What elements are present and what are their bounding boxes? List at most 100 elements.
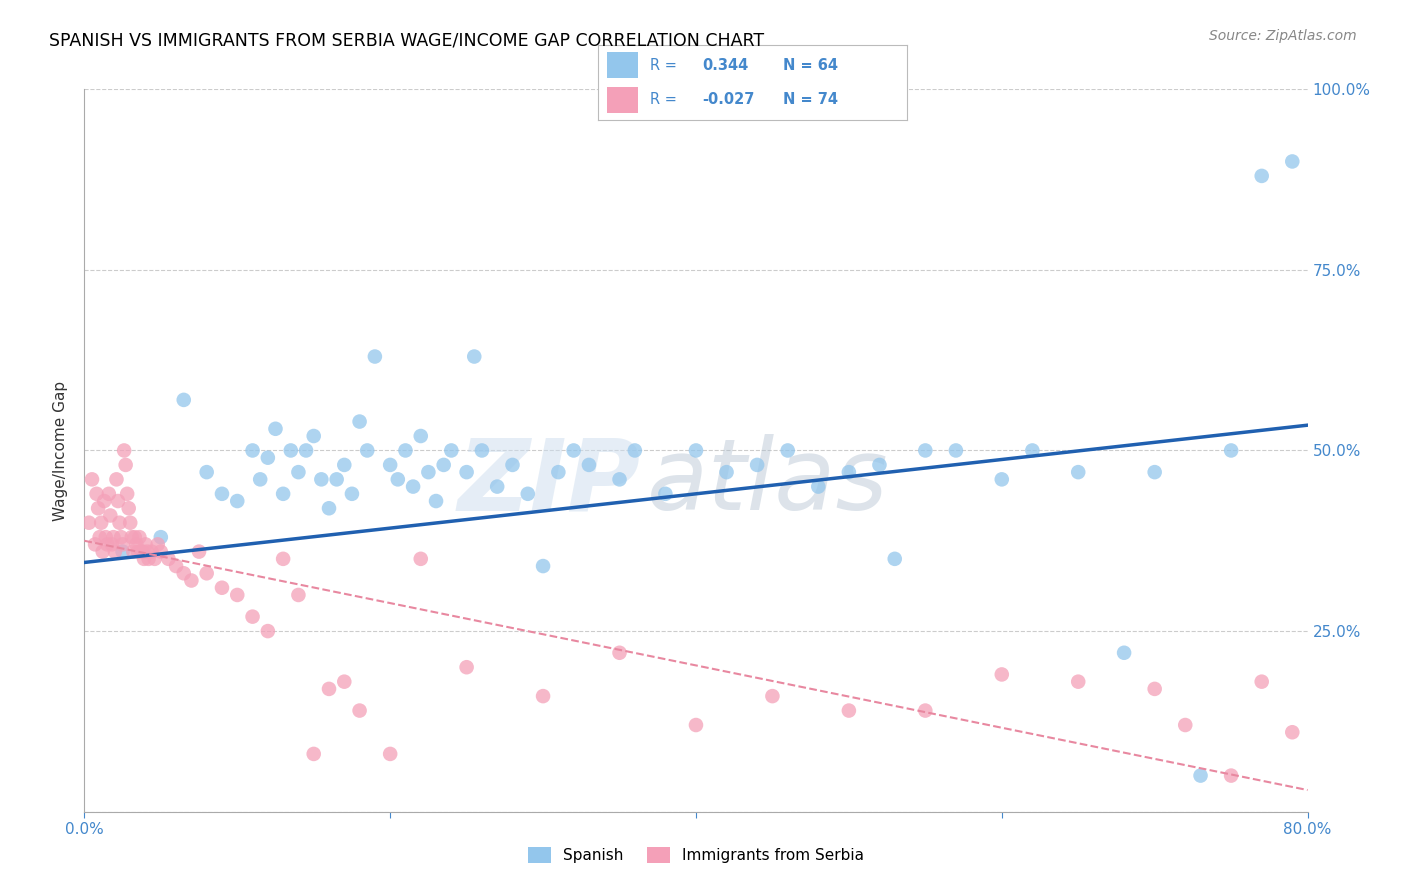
Point [1250,169,1272,183]
Point [146,537,169,551]
Point [349,704,371,718]
Point [111,544,134,558]
Point [149,530,172,544]
Point [96,537,118,551]
Point [609,472,631,486]
Point [685,718,707,732]
Point [991,667,1014,681]
Point [387,472,409,486]
Text: Source: ZipAtlas.com: Source: ZipAtlas.com [1209,29,1357,43]
Point [991,472,1014,486]
Point [1250,674,1272,689]
Point [257,624,280,639]
Point [394,443,416,458]
Text: R =: R = [650,93,678,107]
Point [761,689,783,703]
Point [318,501,340,516]
Point [869,458,891,472]
Point [425,494,447,508]
Point [211,581,233,595]
Point [747,458,769,472]
Point [271,551,294,566]
Point [165,559,187,574]
Point [132,551,155,566]
Point [295,443,318,458]
Point [131,544,153,558]
Point [1067,674,1090,689]
Point [914,704,936,718]
Point [838,704,860,718]
Point [302,747,325,761]
FancyBboxPatch shape [607,87,638,112]
Point [1114,646,1136,660]
Point [111,537,134,551]
Point [418,465,440,479]
Point [84,537,107,551]
Point [1067,465,1090,479]
Point [456,465,478,479]
Point [838,465,860,479]
Point [125,537,148,551]
Point [531,559,554,574]
Point [1220,769,1243,783]
Point [883,551,905,566]
Text: N = 64: N = 64 [783,58,838,72]
Point [502,458,524,472]
Point [112,443,135,458]
Point [654,487,676,501]
Point [776,443,799,458]
Point [471,443,494,458]
Text: -0.027: -0.027 [703,93,755,107]
Point [333,674,356,689]
Point [115,487,138,501]
Point [122,544,145,558]
Point [180,574,202,588]
Point [1021,443,1043,458]
Point [138,551,160,566]
Point [149,544,172,558]
Point [1220,443,1243,458]
Point [94,530,117,544]
Point [287,588,309,602]
Point [173,392,195,407]
Point [716,465,738,479]
Point [128,530,150,544]
Point [135,537,157,551]
Point [1143,681,1166,696]
Point [127,544,149,558]
Point [463,350,485,364]
Point [110,530,132,544]
Point [90,516,112,530]
Text: SPANISH VS IMMIGRANTS FROM SERBIA WAGE/INCOME GAP CORRELATION CHART: SPANISH VS IMMIGRANTS FROM SERBIA WAGE/I… [49,31,765,49]
Point [114,458,136,472]
Point [80,472,103,486]
Point [136,544,159,558]
Point [108,516,131,530]
Point [433,458,456,472]
Point [226,494,249,508]
Point [157,551,180,566]
Point [105,472,128,486]
Point [107,494,129,508]
Point [77,516,100,530]
Point [547,465,569,479]
Point [101,537,124,551]
Point [249,472,271,486]
Point [1189,769,1212,783]
Point [578,458,600,472]
Point [87,501,110,516]
Point [685,443,707,458]
Point [349,415,371,429]
Point [226,588,249,602]
Point [103,530,125,544]
Point [242,443,264,458]
Point [287,465,309,479]
Point [318,681,340,696]
Point [1281,725,1303,739]
Text: atlas: atlas [647,434,889,532]
Point [97,487,120,501]
Point [91,544,114,558]
Point [325,472,347,486]
Point [242,609,264,624]
Point [271,487,294,501]
